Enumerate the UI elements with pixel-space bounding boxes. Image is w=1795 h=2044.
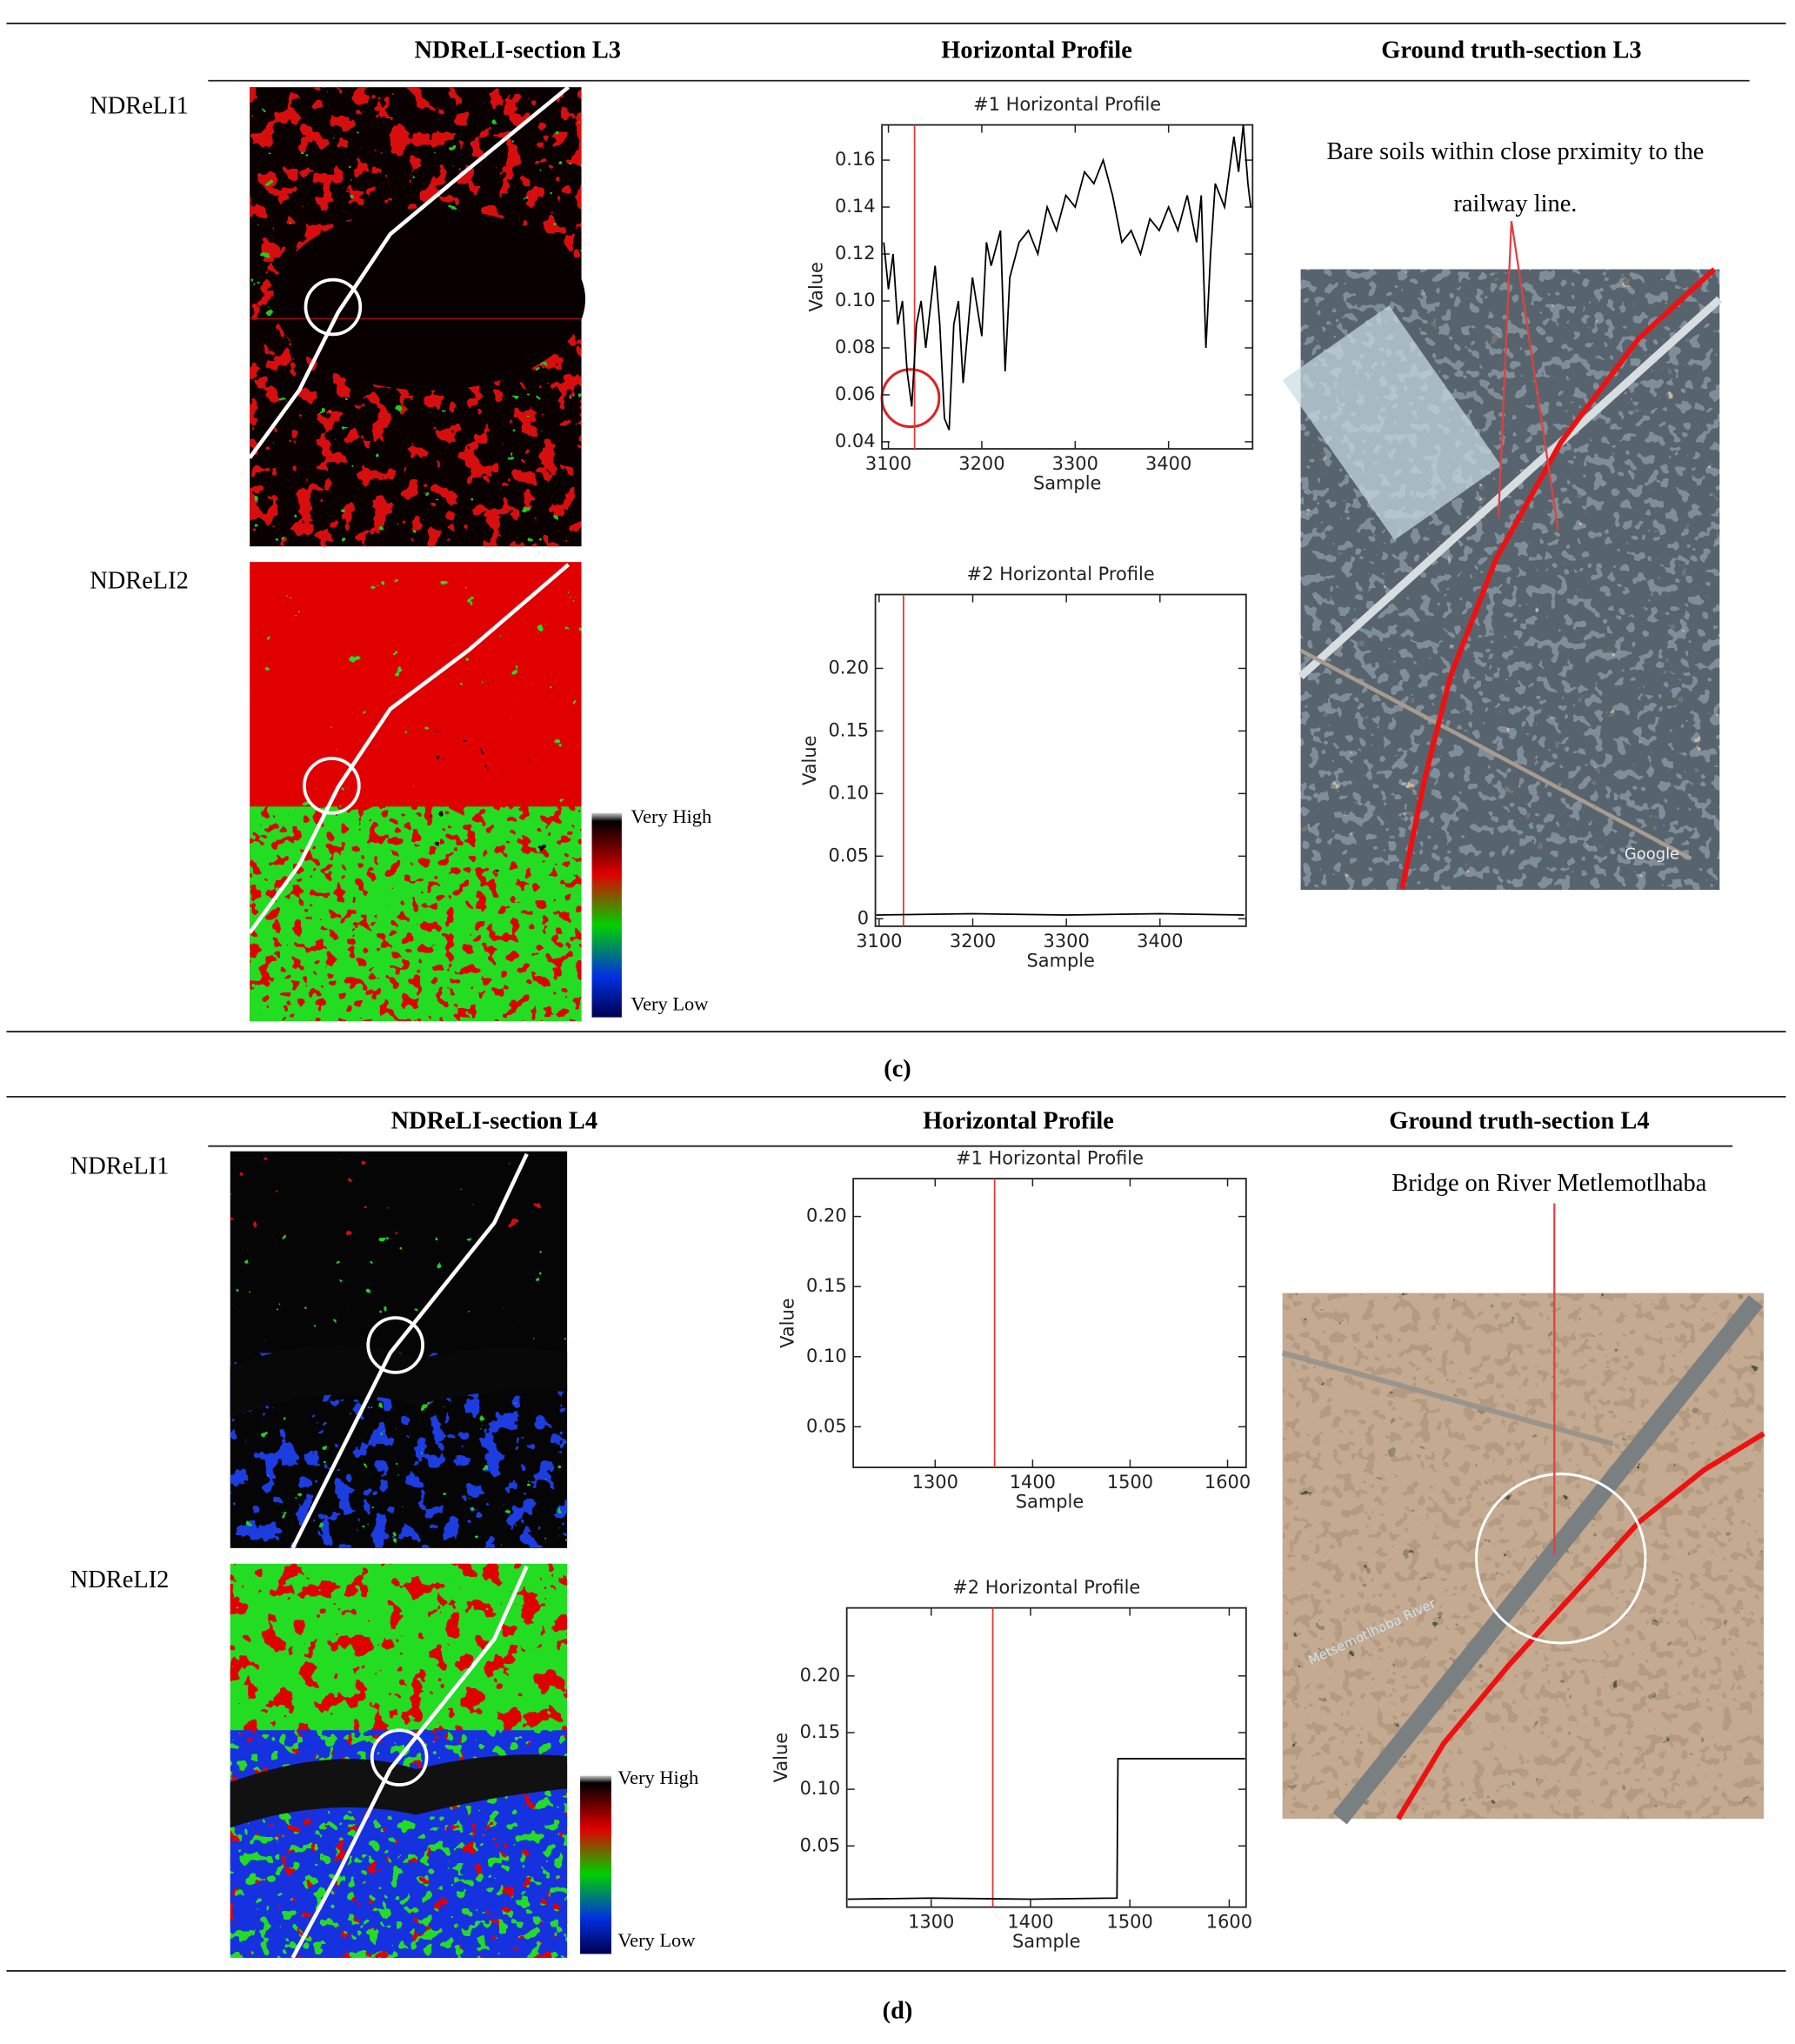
x-tick-label: 3100: [865, 453, 911, 474]
y-tick-label: 0.10: [806, 1346, 847, 1366]
y-tick-label: 0.05: [806, 1415, 847, 1436]
x-axis-label: Sample: [1033, 472, 1101, 493]
profile-line: [847, 1758, 1245, 1900]
column-header: Horizontal Profile: [923, 1107, 1114, 1134]
y-tick-label: 0.05: [829, 845, 870, 865]
legend-high: Very High: [617, 1767, 698, 1788]
row-label: NDReLI1: [90, 93, 189, 120]
profiles: #1 Horizontal Profile Sample Value 0.04 0.06…: [771, 94, 1254, 1952]
x-tick-label: 3400: [1137, 931, 1183, 952]
caption: (d): [883, 1997, 913, 2024]
y-tick-label: 0.16: [835, 149, 876, 170]
y-tick-label: 0.10: [835, 290, 876, 311]
y-tick-label: 0.06: [835, 384, 876, 404]
heatmap-d1: [230, 1151, 568, 1549]
y-tick-label: 0.08: [835, 337, 876, 357]
x-tick-label: 1500: [1107, 1912, 1153, 1933]
aerial-c: Google: [1282, 221, 1723, 891]
x-tick-label: 3100: [856, 931, 902, 952]
profile-line: [883, 124, 1252, 431]
x-tick-label: 3200: [950, 931, 996, 952]
y-tick-label: 0.20: [806, 1206, 847, 1226]
y-tick-label: 0.12: [835, 243, 876, 264]
y-tick-label: 0.15: [829, 719, 870, 740]
x-axis-label: Sample: [1016, 1491, 1084, 1512]
y-tick-label: 0.15: [806, 1275, 847, 1296]
row-label: NDReLI2: [90, 568, 189, 595]
x-tick-label: 1500: [1107, 1472, 1153, 1493]
x-tick-label: 3200: [958, 453, 1004, 474]
annotation: Bare soils within close prximity to the: [1326, 138, 1704, 165]
x-tick-label: 1300: [908, 1912, 954, 1933]
x-tick-label: 1600: [1204, 1472, 1251, 1493]
panel-d-text: NDReLI-section L4 Horizontal Profile Gro…: [70, 1107, 1707, 2024]
y-tick-label: 0: [857, 907, 869, 928]
heatmap-c2: [248, 562, 582, 1022]
plot-title: #1 Horizontal Profile: [973, 94, 1161, 115]
caption: (c): [884, 1055, 911, 1082]
x-tick-label: 1400: [1007, 1912, 1053, 1933]
y-tick-label: 0.10: [800, 1778, 841, 1799]
y-axis-label: Value: [771, 1733, 791, 1782]
heatmap-c1: [248, 85, 586, 547]
y-tick-label: 0.10: [829, 782, 870, 803]
y-axis-label: Value: [777, 1298, 797, 1347]
y-tick-label: 0.15: [800, 1721, 841, 1742]
y-tick-label: 0.14: [835, 196, 876, 217]
y-tick-label: 0.04: [835, 431, 876, 451]
x-tick-label: 1600: [1206, 1912, 1252, 1933]
x-tick-label: 1400: [1010, 1472, 1056, 1493]
plot-frame: [845, 1606, 1247, 1908]
colorbar: [580, 1775, 611, 1954]
legend-low: Very Low: [631, 992, 709, 1014]
column-header: Horizontal Profile: [941, 37, 1132, 63]
column-header: NDReLI-section L4: [391, 1107, 597, 1134]
x-tick-label: 3300: [1052, 453, 1098, 474]
annotation: Bridge on River Metlemotlhaba: [1391, 1170, 1706, 1197]
column-header: NDReLI-section L3: [415, 37, 621, 63]
y-tick-label: 0.20: [800, 1665, 841, 1686]
aerial-d: Metsemotlhaba River: [1281, 1203, 1765, 1825]
y-tick-label: 0.20: [829, 657, 870, 678]
column-header: Ground truth-section L4: [1389, 1107, 1649, 1134]
x-axis-label: Sample: [1012, 1931, 1080, 1952]
table-rules: [6, 23, 1786, 1972]
panel-c-text: NDReLI-section L3 Horizontal Profile Gro…: [90, 37, 1704, 1082]
x-tick-label: 3300: [1044, 931, 1090, 952]
y-axis-label: Value: [805, 262, 826, 311]
plot-frame: [852, 1178, 1247, 1469]
plot-title: #2 Horizontal Profile: [952, 1577, 1140, 1598]
column-header: Ground truth-section L3: [1381, 37, 1641, 63]
profile-line: [876, 912, 1244, 916]
y-axis-label: Value: [799, 735, 820, 785]
x-tick-label: 1300: [912, 1472, 958, 1493]
y-tick-label: 0.05: [800, 1834, 841, 1855]
heatmap-d2: [230, 1563, 568, 1960]
plot-frame: [881, 124, 1254, 450]
watermark: Google: [1625, 845, 1679, 864]
plot-title: #1 Horizontal Profile: [956, 1148, 1144, 1169]
row-label: NDReLI1: [70, 1153, 170, 1180]
legend-low: Very Low: [617, 1929, 696, 1951]
row-label: NDReLI2: [70, 1566, 170, 1593]
colorbar: [591, 812, 622, 1018]
legend-high: Very High: [631, 805, 711, 827]
plot-frame: [874, 593, 1247, 927]
annotation: railway line.: [1453, 190, 1577, 217]
x-axis-label: Sample: [1026, 950, 1094, 971]
plot-title: #2 Horizontal Profile: [967, 564, 1155, 584]
x-tick-label: 3400: [1145, 453, 1191, 474]
